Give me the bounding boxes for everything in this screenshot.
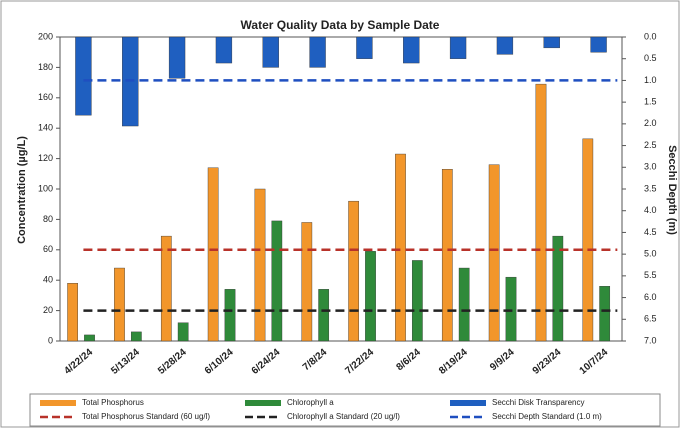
bar (590, 36, 607, 53)
y-tick-label: 200 (38, 31, 53, 41)
legend-label: Total Phosphorus Standard (60 ug/l) (82, 412, 210, 421)
y-tick-label: 100 (38, 183, 53, 193)
bar (271, 220, 283, 342)
bar (262, 36, 279, 68)
legend-swatch (40, 400, 76, 406)
y-tick-label: 80 (43, 214, 53, 224)
y2-tick-label: 2.0 (644, 118, 657, 128)
y2-tick-label: 1.5 (644, 97, 657, 107)
bar (552, 235, 564, 342)
bar (395, 153, 406, 342)
y2-tick-label: 5.0 (644, 249, 657, 259)
legend-swatch (245, 400, 281, 406)
y2-tick-label: 0.0 (644, 31, 657, 41)
y2-tick-label: 0.5 (644, 53, 657, 63)
bar (114, 267, 125, 342)
bar (207, 167, 219, 342)
bar (356, 36, 373, 59)
bar (441, 169, 453, 342)
y-tick-label: 60 (43, 244, 53, 254)
bar (599, 286, 611, 342)
y2-tick-label: 6.5 (644, 314, 657, 324)
y2-tick-label: 2.5 (644, 140, 657, 150)
bar (254, 188, 266, 342)
bar (505, 276, 517, 342)
y2-tick-label: 1.0 (644, 75, 657, 85)
bar (543, 36, 560, 49)
legend-label: Secchi Disk Transparency (492, 398, 584, 407)
y-tick-label: 0 (48, 335, 53, 345)
bar (411, 260, 423, 342)
y2-tick-label: 4.5 (644, 227, 657, 237)
y2-tick-label: 7.0 (644, 335, 657, 345)
legend-box (29, 393, 661, 427)
bar (130, 331, 142, 342)
y-tick-label: 20 (43, 305, 53, 315)
y2-tick-label: 6.0 (644, 292, 657, 302)
y-tick-label: 120 (38, 153, 53, 163)
bar (224, 289, 236, 342)
bar (582, 138, 594, 342)
legend-swatch (450, 400, 486, 406)
y-tick-label: 160 (38, 92, 53, 102)
legend-label: Total Phosphorus (82, 398, 144, 407)
y-tick-label: 140 (38, 123, 53, 133)
bar (215, 36, 233, 64)
bar (535, 83, 547, 342)
chart-title: Water Quality Data by Sample Date (241, 18, 440, 32)
legend-label: Chlorophyll a (287, 398, 334, 407)
bar (168, 36, 186, 79)
bar (177, 322, 189, 342)
y-tick-label: 180 (38, 62, 53, 72)
bar (67, 283, 78, 342)
y-axis-title: Concentration (µg/L) (16, 136, 28, 244)
bar (348, 200, 359, 342)
y2-axis-title: Secchi Depth (m) (666, 145, 678, 235)
bar (84, 334, 95, 342)
legend-label: Chlorophyll a Standard (20 ug/l) (287, 412, 400, 421)
bar (318, 289, 330, 342)
y-tick-label: 40 (43, 275, 53, 285)
bar (458, 267, 470, 342)
y2-tick-label: 3.5 (644, 183, 657, 193)
bar (75, 36, 92, 116)
bar (488, 164, 500, 342)
bar (301, 222, 313, 342)
bar (309, 36, 326, 68)
y2-tick-label: 5.5 (644, 270, 657, 280)
legend-label: Secchi Depth Standard (1.0 m) (492, 412, 602, 421)
bar (496, 36, 514, 55)
bar (403, 36, 420, 64)
bar (160, 235, 172, 342)
y2-tick-label: 4.0 (644, 205, 657, 215)
bar (449, 36, 467, 59)
bar (365, 251, 376, 342)
y2-tick-label: 3.0 (644, 162, 657, 172)
